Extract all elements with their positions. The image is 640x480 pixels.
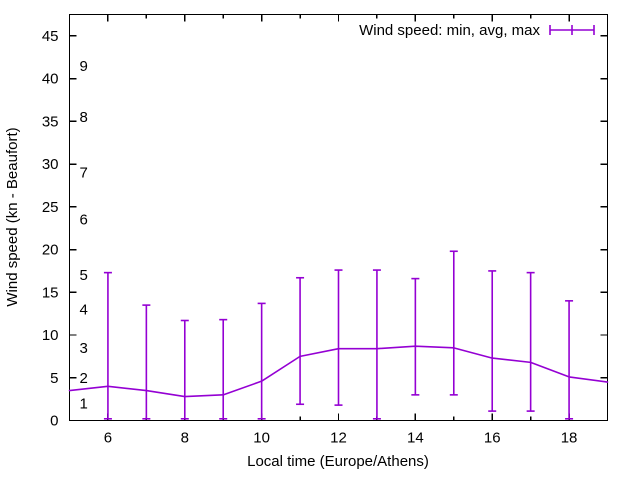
y-tick-label: 35 bbox=[42, 113, 59, 130]
y-tick-label: 20 bbox=[42, 242, 59, 259]
error-bar bbox=[180, 319, 189, 420]
error-bar bbox=[334, 269, 343, 406]
error-bars-group bbox=[103, 250, 574, 420]
y-tick-label: 45 bbox=[42, 28, 59, 45]
x-axis-tick-labels: 6 8 10 12 14 16 18 bbox=[104, 430, 578, 447]
beaufort-label: 4 bbox=[80, 301, 88, 318]
error-bar bbox=[372, 269, 381, 420]
error-bar bbox=[526, 271, 535, 412]
legend-sample-errorbar bbox=[549, 25, 595, 35]
y-tick-label: 15 bbox=[42, 284, 59, 301]
y-tick-label: 10 bbox=[42, 327, 59, 344]
beaufort-scale-labels: 1 2 3 4 5 6 7 8 9 bbox=[80, 58, 88, 413]
y-tick-label: 0 bbox=[50, 413, 58, 430]
x-tick-label: 10 bbox=[253, 430, 270, 447]
y-tick-label: 5 bbox=[50, 370, 58, 387]
error-bar bbox=[488, 270, 497, 412]
error-bar bbox=[257, 302, 266, 420]
error-bar bbox=[449, 250, 458, 396]
beaufort-label: 9 bbox=[80, 58, 88, 75]
y-tick-label: 30 bbox=[42, 156, 59, 173]
x-tick-label: 6 bbox=[104, 430, 112, 447]
x-tick-label: 8 bbox=[181, 430, 189, 447]
beaufort-label: 3 bbox=[80, 340, 88, 357]
x-tick-label: 14 bbox=[407, 430, 424, 447]
beaufort-label: 2 bbox=[80, 370, 88, 387]
average-wind-speed-line bbox=[68, 345, 609, 398]
legend: Wind speed: min, avg, max bbox=[359, 22, 595, 39]
x-tick-label: 16 bbox=[484, 430, 501, 447]
error-bar bbox=[565, 300, 574, 420]
x-axis-title: Local time (Europe/Athens) bbox=[247, 453, 429, 470]
error-bar bbox=[219, 318, 228, 420]
error-bar bbox=[142, 304, 151, 420]
legend-label: Wind speed: min, avg, max bbox=[359, 22, 540, 39]
error-bar bbox=[296, 276, 305, 406]
y-tick-label: 25 bbox=[42, 199, 59, 216]
beaufort-label: 7 bbox=[80, 165, 88, 182]
y-axis-title: Wind speed (kn - Beaufort) bbox=[4, 127, 21, 306]
beaufort-label: 6 bbox=[80, 212, 88, 229]
y-axis-ticks bbox=[69, 35, 608, 422]
y-tick-label: 40 bbox=[42, 71, 59, 88]
beaufort-label: 1 bbox=[80, 395, 88, 412]
beaufort-label: 8 bbox=[80, 109, 88, 126]
x-tick-label: 18 bbox=[561, 430, 578, 447]
error-bar bbox=[103, 271, 112, 420]
x-tick-label: 12 bbox=[330, 430, 347, 447]
error-bar bbox=[411, 277, 420, 396]
beaufort-label: 5 bbox=[80, 267, 88, 284]
y-axis-tick-labels: 0 5 10 15 20 25 30 35 40 45 bbox=[42, 28, 59, 430]
